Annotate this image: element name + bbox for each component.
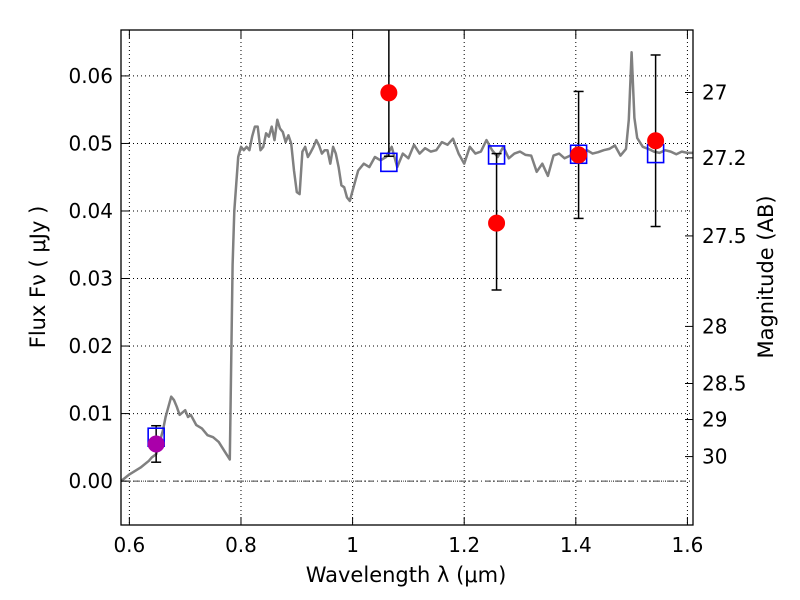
y-axis-label: Flux Fν ( μJy ) (26, 206, 50, 349)
observed-point-marker (570, 146, 588, 164)
observed-point-marker (147, 435, 165, 453)
y-tick-label: 0.05 (68, 131, 113, 155)
y-tick-labels: 0.00 0.01 0.02 0.03 0.04 0.05 0.06 (68, 64, 113, 493)
magnitude-tick-label: 27.2 (702, 146, 747, 170)
x-tick-label: 0.8 (225, 533, 257, 557)
y-tick-label: 0.00 (68, 469, 113, 493)
x-tick-label: 1.6 (672, 533, 704, 557)
y-tick-label: 0.02 (68, 334, 113, 358)
magnitude-tick-labels: 27 27.2 27.5 28 28.5 29 30 (702, 81, 747, 469)
magnitude-tick-label: 30 (702, 445, 727, 469)
x-tick-label: 1.4 (560, 533, 592, 557)
x-tick-label: 0.6 (113, 533, 145, 557)
observed-points (147, 84, 665, 453)
magnitude-tick-label: 28 (702, 314, 727, 338)
ticks (121, 30, 693, 525)
synthetic-point-marker (380, 152, 398, 173)
observed-point-marker (380, 84, 398, 102)
synthetic-point-marker (487, 145, 506, 165)
x-tick-label: 1 (346, 533, 359, 557)
magnitude-axis-label: Magnitude (AB) (754, 195, 778, 358)
magnitude-tick-label: 29 (702, 408, 727, 432)
x-axis-label: Wavelength λ (μm) (306, 563, 507, 587)
grid (121, 30, 693, 525)
y-tick-label: 0.06 (68, 64, 113, 88)
magnitude-tick-label: 27.5 (702, 224, 747, 248)
x-tick-label: 1.2 (448, 533, 480, 557)
magnitude-tick-label: 28.5 (702, 371, 747, 395)
y-tick-label: 0.04 (68, 199, 113, 223)
observed-point-marker (488, 214, 506, 232)
y-tick-label: 0.01 (68, 402, 113, 426)
x-tick-labels: 0.6 0.8 1 1.2 1.4 1.6 (113, 533, 703, 557)
y-tick-label: 0.03 (68, 267, 113, 291)
plot-background (121, 30, 693, 525)
magnitude-tick-label: 27 (702, 81, 727, 105)
observed-point-marker (647, 132, 665, 150)
plot-frame (120, 29, 694, 526)
